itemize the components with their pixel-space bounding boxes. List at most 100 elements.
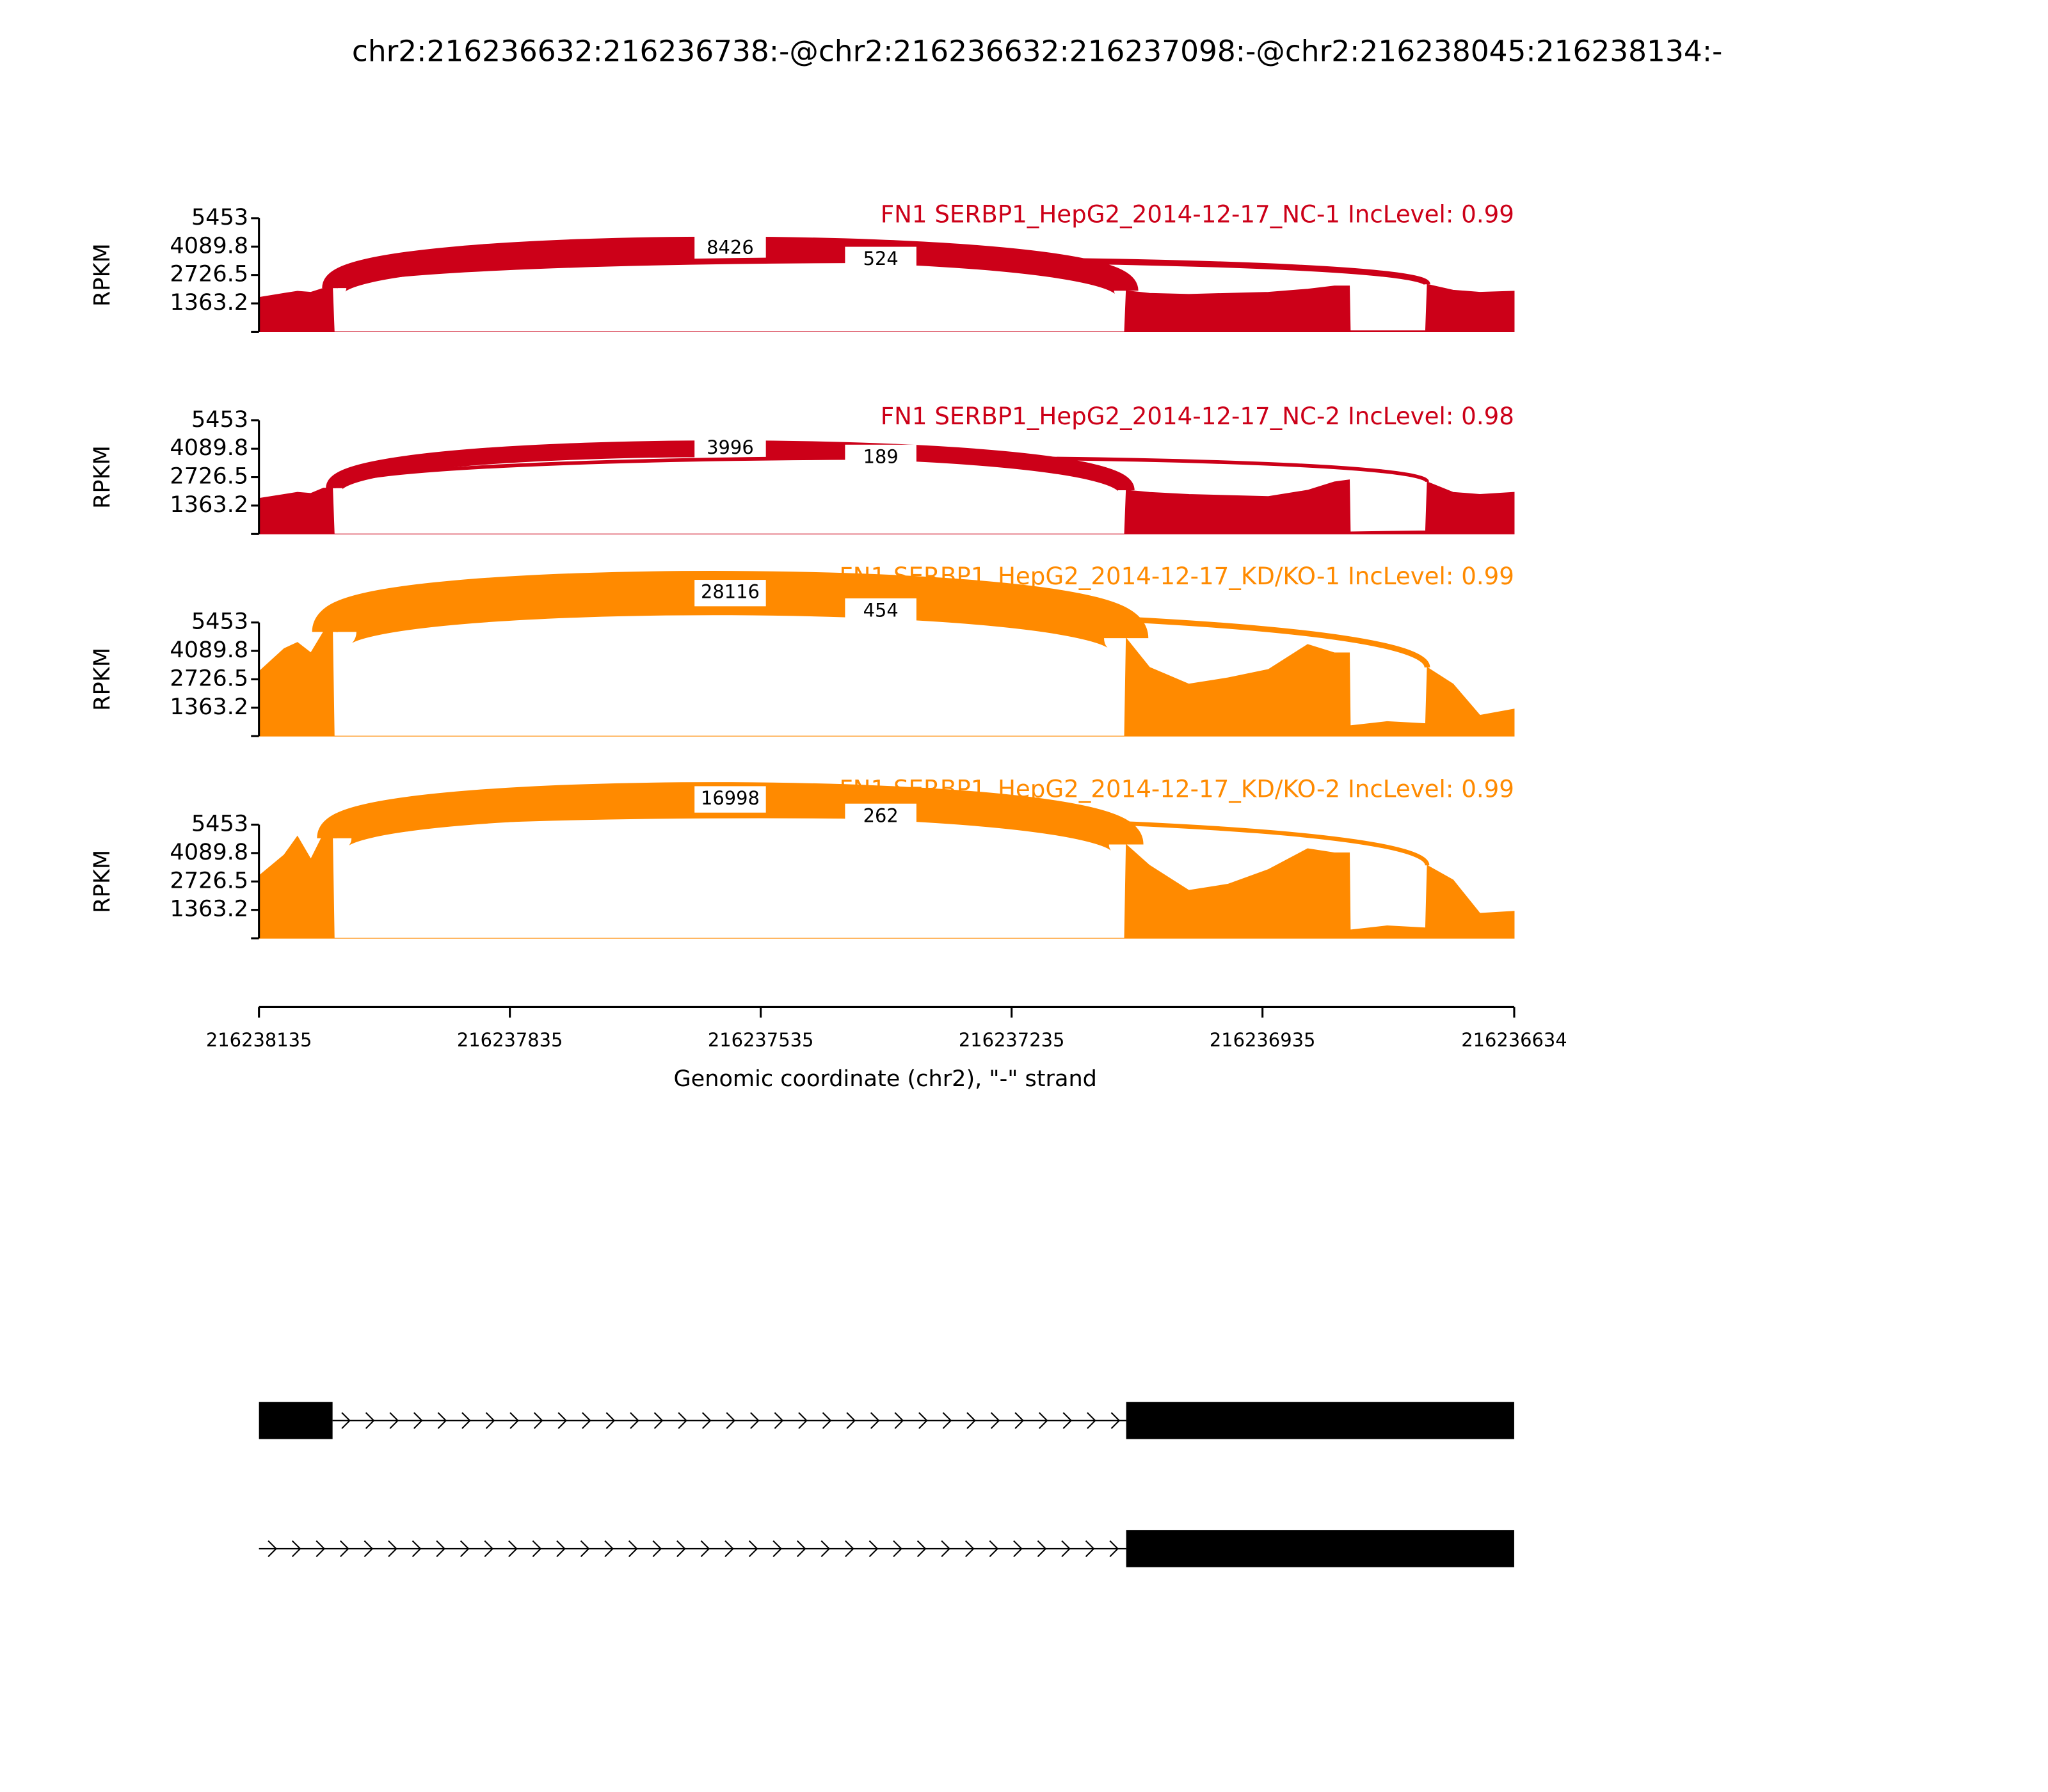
x-tick-label: 216237835 — [457, 1029, 563, 1051]
exon — [1126, 1530, 1514, 1567]
strand-chevron — [868, 1540, 879, 1557]
strand-chevron — [316, 1540, 326, 1557]
strand-chevron — [748, 1540, 758, 1557]
strand-chevron — [846, 1412, 856, 1429]
y-tick-label: 4089.8 — [170, 637, 248, 663]
strand-chevron — [726, 1412, 736, 1429]
strand-chevron — [966, 1412, 976, 1429]
junction-count: 3996 — [707, 436, 754, 458]
strand-chevron — [437, 1412, 447, 1429]
strand-chevron — [364, 1540, 374, 1557]
junction-label-box — [845, 246, 916, 273]
strand-chevron — [582, 1412, 591, 1429]
strand-chevron — [652, 1540, 662, 1557]
strand-chevron — [1085, 1540, 1095, 1557]
strand-chevron — [1013, 1540, 1023, 1557]
y-axis-label: RPKM — [89, 445, 115, 509]
strand-chevron — [653, 1412, 664, 1429]
y-tick-label: 4089.8 — [170, 839, 248, 865]
strand-chevron — [341, 1412, 351, 1429]
exon — [1126, 1402, 1514, 1439]
junction-count: 8426 — [707, 237, 754, 259]
x-axis-label: Genomic coordinate (chr2), "-" strand — [673, 1066, 1097, 1092]
coverage-area — [259, 284, 1515, 332]
strand-chevron — [750, 1412, 760, 1429]
strand-chevron — [989, 1540, 999, 1557]
strand-chevron — [436, 1540, 445, 1557]
strand-chevron — [1109, 1540, 1119, 1557]
strand-chevron — [894, 1412, 904, 1429]
exon — [259, 1402, 333, 1439]
y-tick-label: 2726.5 — [170, 463, 248, 490]
coverage-area — [259, 833, 1515, 939]
strand-chevron — [965, 1540, 975, 1557]
strand-chevron — [460, 1540, 470, 1557]
y-tick-label: 2726.5 — [170, 261, 248, 287]
y-axis-label: RPKM — [89, 850, 115, 913]
junction-label-box — [694, 580, 766, 607]
strand-chevron — [605, 1412, 616, 1429]
junction-label-box — [845, 803, 916, 831]
strand-chevron — [389, 1412, 399, 1429]
coverage-area — [259, 631, 1515, 737]
strand-chevron — [628, 1540, 638, 1557]
strand-chevron — [412, 1540, 422, 1557]
x-tick-label: 216238135 — [206, 1029, 312, 1051]
strand-chevron — [916, 1540, 927, 1557]
strand-chevron — [604, 1540, 614, 1557]
strand-chevron — [580, 1540, 590, 1557]
strand-chevron — [796, 1540, 806, 1557]
y-tick-label: 1363.2 — [170, 492, 248, 518]
strand-chevron — [1014, 1412, 1025, 1429]
strand-chevron — [990, 1412, 1000, 1429]
strand-chevron — [893, 1540, 902, 1557]
y-tick-label: 2726.5 — [170, 665, 248, 691]
strand-chevron — [942, 1412, 952, 1429]
strand-chevron — [509, 1412, 519, 1429]
junction-label-box — [845, 444, 916, 472]
strand-chevron — [485, 1412, 495, 1429]
chart-title: chr2:216236632:216236738:-@chr2:21623663… — [352, 34, 1723, 68]
junction-label-box — [845, 598, 916, 625]
strand-chevron — [461, 1412, 471, 1429]
strand-chevron — [724, 1540, 734, 1557]
y-tick-label: 1363.2 — [170, 896, 248, 922]
strand-chevron — [557, 1412, 568, 1429]
x-tick-label: 216237235 — [959, 1029, 1064, 1051]
strand-chevron — [1039, 1412, 1048, 1429]
strand-chevron — [340, 1540, 349, 1557]
strand-chevron — [630, 1412, 639, 1429]
strand-chevron — [1110, 1412, 1121, 1429]
y-axis-label: RPKM — [89, 648, 115, 711]
y-tick-label: 4089.8 — [170, 232, 248, 259]
panel-label: FN1 SERBP1_HepG2_2014-12-17_NC-1 IncLeve… — [881, 200, 1514, 228]
y-tick-label: 5453 — [191, 204, 248, 230]
y-tick-label: 1363.2 — [170, 694, 248, 720]
junction-count: 189 — [863, 445, 899, 467]
strand-chevron — [268, 1540, 277, 1557]
strand-chevron — [388, 1540, 397, 1557]
strand-chevron — [532, 1540, 542, 1557]
y-tick-label: 5453 — [191, 406, 248, 433]
y-tick-label: 4089.8 — [170, 435, 248, 461]
junction-label-box — [694, 786, 766, 813]
strand-chevron — [1037, 1540, 1047, 1557]
x-tick-label: 216236634 — [1461, 1029, 1567, 1051]
strand-chevron — [508, 1540, 518, 1557]
strand-chevron — [822, 1412, 832, 1429]
strand-chevron — [845, 1540, 854, 1557]
y-axis-label: RPKM — [89, 243, 115, 307]
y-tick-label: 5453 — [191, 609, 248, 635]
panel-label: FN1 SERBP1_HepG2_2014-12-17_NC-2 IncLeve… — [881, 403, 1514, 430]
strand-chevron — [484, 1540, 494, 1557]
strand-chevron — [678, 1412, 687, 1429]
strand-chevron — [291, 1540, 301, 1557]
junction-count: 524 — [863, 248, 899, 269]
junction-label-box — [694, 236, 766, 262]
x-tick-label: 216237535 — [708, 1029, 813, 1051]
strand-chevron — [533, 1412, 543, 1429]
strand-chevron — [365, 1412, 375, 1429]
junction-count: 28116 — [701, 581, 760, 603]
strand-chevron — [1061, 1540, 1071, 1557]
